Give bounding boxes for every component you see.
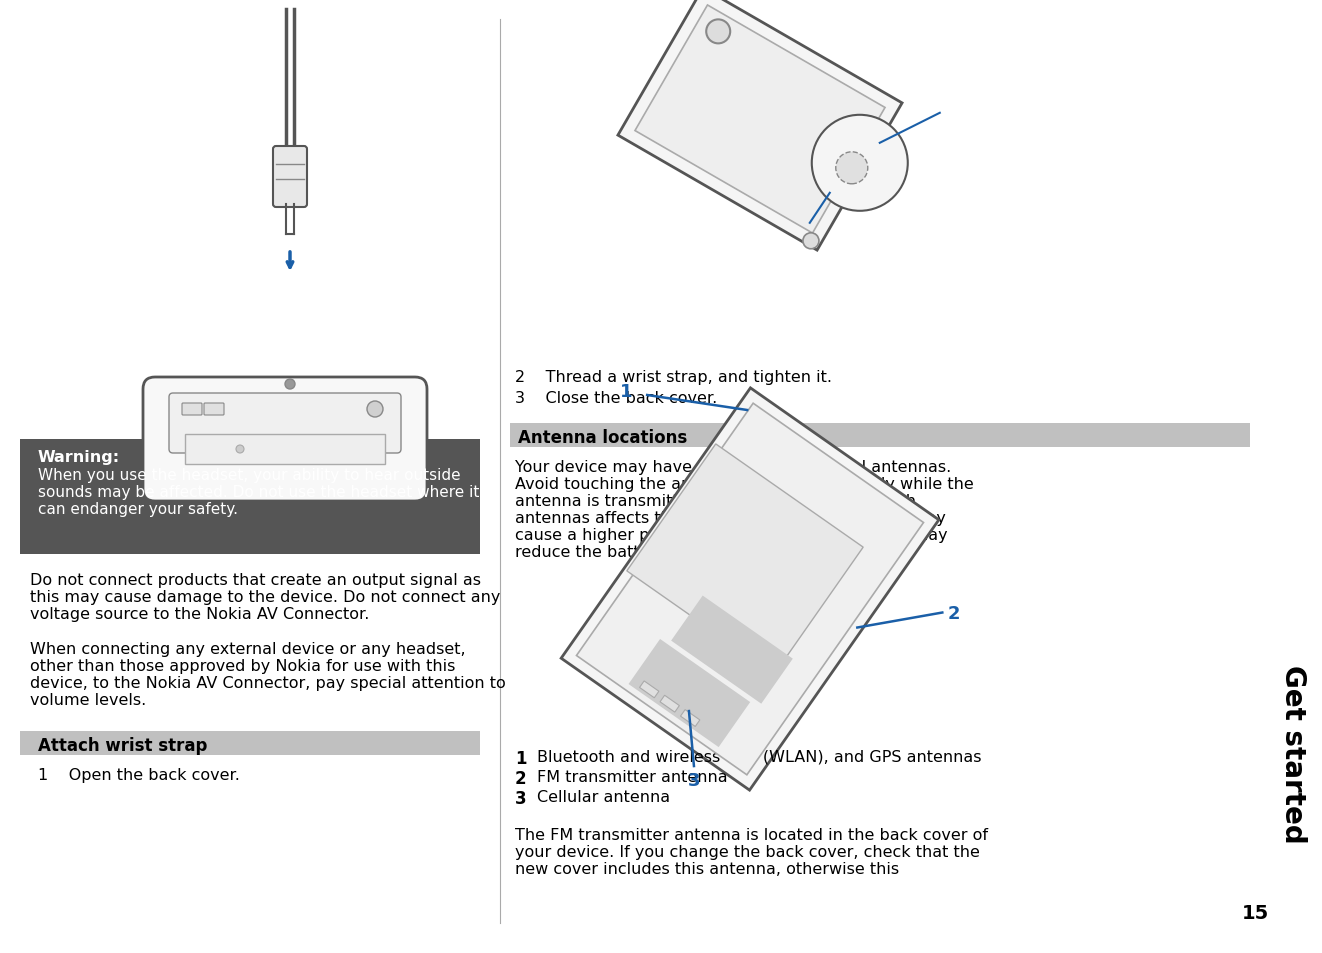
Text: 3: 3	[516, 789, 526, 807]
Polygon shape	[640, 681, 658, 698]
Text: 1    Open the back cover.: 1 Open the back cover.	[38, 767, 239, 782]
Text: cause a higher power level during operation and may: cause a higher power level during operat…	[516, 527, 948, 542]
Circle shape	[836, 152, 867, 185]
Bar	[20, 439, 480, 555]
Text: 3    Close the back cover.: 3 Close the back cover.	[516, 391, 718, 406]
Polygon shape	[628, 639, 750, 747]
Polygon shape	[627, 444, 863, 675]
Text: Bluetooth and wireless LAN (WLAN), and GPS antennas: Bluetooth and wireless LAN (WLAN), and G…	[537, 749, 981, 764]
Circle shape	[286, 379, 295, 390]
Text: new cover includes this antenna, otherwise this: new cover includes this antenna, otherwi…	[516, 862, 899, 876]
Polygon shape	[635, 6, 884, 233]
Text: 1: 1	[620, 382, 632, 400]
Polygon shape	[617, 0, 902, 251]
Polygon shape	[672, 596, 793, 704]
Text: Avoid touching the antenna area unnecessarily while the: Avoid touching the antenna area unnecess…	[516, 476, 974, 492]
Polygon shape	[561, 389, 939, 790]
Circle shape	[368, 401, 383, 417]
Polygon shape	[660, 696, 680, 713]
FancyBboxPatch shape	[143, 377, 427, 501]
Text: The FM transmitter antenna is located in the back cover of: The FM transmitter antenna is located in…	[516, 827, 988, 842]
FancyBboxPatch shape	[204, 403, 223, 416]
Text: antenna is transmitting or receiving. Contact with: antenna is transmitting or receiving. Co…	[516, 494, 916, 509]
FancyBboxPatch shape	[169, 394, 401, 454]
Text: reduce the battery life.: reduce the battery life.	[516, 544, 701, 559]
Text: FM transmitter antenna: FM transmitter antenna	[537, 769, 727, 784]
Bar	[510, 423, 1251, 448]
FancyBboxPatch shape	[182, 403, 202, 416]
FancyBboxPatch shape	[274, 147, 307, 208]
Text: Warning:: Warning:	[38, 450, 120, 464]
Text: When connecting any external device or any headset,: When connecting any external device or a…	[30, 641, 465, 657]
Text: other than those approved by Nokia for use with this: other than those approved by Nokia for u…	[30, 659, 455, 673]
Circle shape	[706, 20, 730, 45]
Text: this may cause damage to the device. Do not connect any: this may cause damage to the device. Do …	[30, 589, 500, 604]
Text: 2: 2	[948, 604, 960, 622]
Circle shape	[802, 233, 818, 250]
Text: your device. If you change the back cover, check that the: your device. If you change the back cove…	[516, 844, 980, 859]
Text: 2: 2	[516, 769, 526, 787]
Text: 1: 1	[516, 749, 526, 767]
Text: device, to the Nokia AV Connector, pay special attention to: device, to the Nokia AV Connector, pay s…	[30, 676, 506, 690]
Text: Antenna locations: Antenna locations	[518, 429, 687, 447]
Text: can endanger your safety.: can endanger your safety.	[38, 501, 238, 517]
Text: 3: 3	[687, 771, 701, 789]
Text: Get started: Get started	[1278, 664, 1307, 842]
Polygon shape	[681, 710, 699, 727]
Polygon shape	[576, 404, 924, 775]
Text: Cellular antenna: Cellular antenna	[537, 789, 670, 804]
Text: Do not connect products that create an output signal as: Do not connect products that create an o…	[30, 573, 481, 587]
Bar	[20, 731, 480, 755]
Text: antennas affects the communication quality and may: antennas affects the communication quali…	[516, 511, 945, 525]
Text: sounds may be affected. Do not use the headset where it: sounds may be affected. Do not use the h…	[38, 484, 480, 499]
Circle shape	[812, 115, 908, 212]
Text: 15: 15	[1241, 903, 1269, 923]
Text: Attach wrist strap: Attach wrist strap	[38, 737, 208, 754]
Bar	[185, 435, 385, 464]
Text: Your device may have internal and external antennas.: Your device may have internal and extern…	[516, 459, 952, 475]
Text: When you use the headset, your ability to hear outside: When you use the headset, your ability t…	[38, 468, 460, 482]
Text: voltage source to the Nokia AV Connector.: voltage source to the Nokia AV Connector…	[30, 606, 369, 621]
Text: 2    Thread a wrist strap, and tighten it.: 2 Thread a wrist strap, and tighten it.	[516, 370, 832, 385]
Text: volume levels.: volume levels.	[30, 692, 147, 707]
Circle shape	[237, 446, 245, 454]
